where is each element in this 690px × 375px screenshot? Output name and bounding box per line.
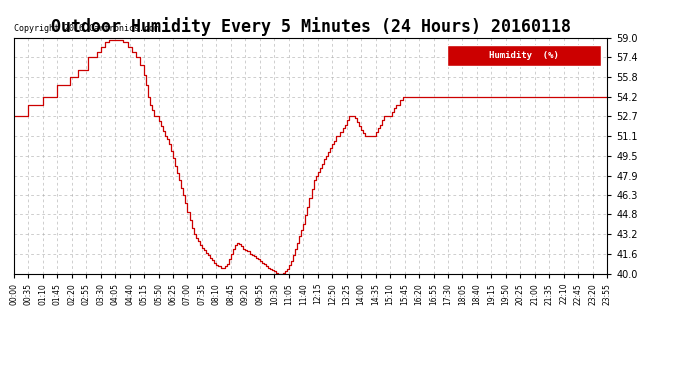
Text: Copyright 2016 Cartronics.com: Copyright 2016 Cartronics.com	[14, 24, 159, 33]
Title: Outdoor Humidity Every 5 Minutes (24 Hours) 20160118: Outdoor Humidity Every 5 Minutes (24 Hou…	[50, 17, 571, 36]
Text: Humidity  (%): Humidity (%)	[489, 51, 559, 60]
FancyBboxPatch shape	[447, 45, 601, 66]
